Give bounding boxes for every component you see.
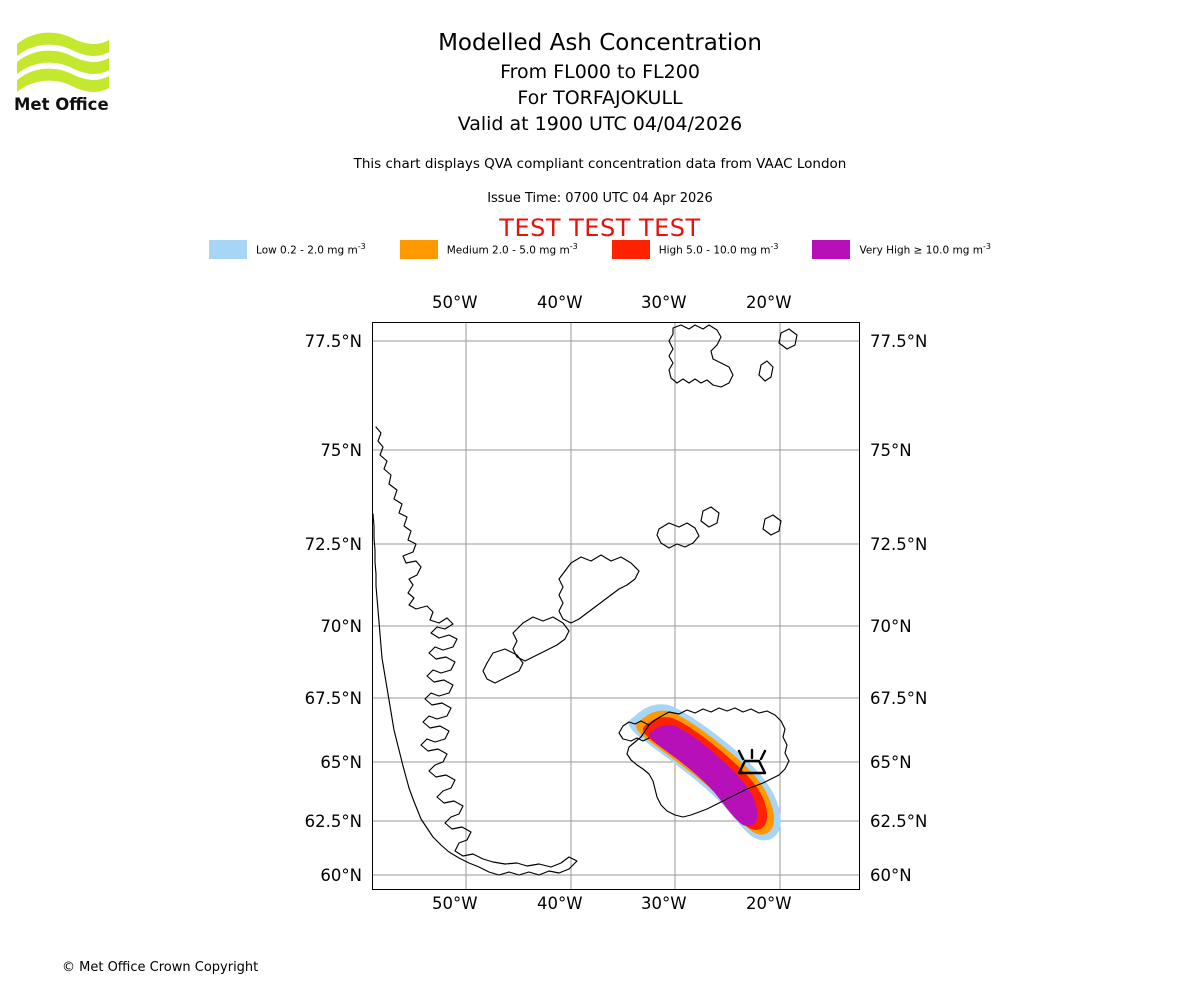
volcano-name: For TORFAJOKULL: [517, 87, 683, 109]
legend-high: High 5.0 - 10.0 mg m-3: [611, 240, 813, 259]
xtick-bottom-50w: 50°W: [432, 894, 478, 913]
ytick-left-77-5n: 77.5°N: [304, 332, 362, 351]
ytick-right-75n: 75°N: [870, 441, 912, 460]
map-frame: [372, 322, 860, 890]
test-watermark: TEST TEST TEST: [499, 214, 701, 242]
ash-concentration-map[interactable]: [372, 322, 860, 890]
legend-very-high: Very High ≥ 10.0 mg m-3: [812, 240, 991, 259]
coastline-southeast-land: [482, 648, 524, 684]
xtick-top-50w: 50°W: [432, 293, 478, 312]
coastline-greenland: [373, 426, 578, 876]
valid-time: Valid at 1900 UTC 04/04/2026: [457, 113, 743, 135]
logo-text: Met Office: [14, 95, 109, 112]
coastline-iceland: [626, 707, 790, 818]
ytick-left-72-5n: 72.5°N: [304, 535, 362, 554]
xtick-top-20w: 20°W: [746, 293, 792, 312]
copyright-notice: © Met Office Crown Copyright: [62, 960, 259, 975]
coastline-svalbard-island: [758, 360, 774, 382]
coastline-eastern-land-2: [512, 616, 570, 662]
xtick-bottom-40w: 40°W: [537, 894, 583, 913]
flight-level-range: From FL000 to FL200: [500, 61, 700, 83]
ytick-left-60n: 60°N: [320, 866, 362, 885]
legend-high-swatch: [611, 240, 650, 259]
ash-contour-very-high: [649, 724, 758, 827]
legend-medium-label: Medium 2.0 - 5.0 mg m-3: [446, 242, 578, 257]
map-gridlines: [373, 323, 859, 889]
legend-low: Low 0.2 - 2.0 mg m-3: [209, 240, 400, 259]
coastline-mid-features: [656, 522, 700, 549]
volcano-symbol: [737, 748, 767, 775]
coastline-nordaustlandet: [778, 328, 798, 350]
ytick-left-67-5n: 67.5°N: [304, 689, 362, 708]
ytick-right-77-5n: 77.5°N: [870, 332, 928, 351]
ash-plume-contours: [628, 704, 781, 841]
coastline-eastern-land: [558, 554, 640, 624]
legend-low-label: Low 0.2 - 2.0 mg m-3: [256, 242, 366, 257]
ytick-right-65n: 65°N: [870, 753, 912, 772]
xtick-bottom-30w: 30°W: [641, 894, 687, 913]
ytick-left-75n: 75°N: [320, 441, 362, 460]
legend-very-high-label: Very High ≥ 10.0 mg m-3: [859, 242, 991, 257]
coastline-jan-mayen: [700, 506, 720, 528]
qva-note: This chart displays QVA compliant concen…: [353, 156, 847, 172]
coastline-iceland-westfjords: [618, 720, 650, 742]
page-title: Modelled Ash Concentration: [438, 30, 762, 56]
map-coastlines: [373, 324, 798, 876]
logo-waves: [17, 32, 109, 92]
legend-medium: Medium 2.0 - 5.0 mg m-3: [399, 240, 612, 259]
legend-low-swatch: [209, 240, 248, 259]
ytick-right-60n: 60°N: [870, 866, 912, 885]
xtick-top-40w: 40°W: [537, 293, 583, 312]
coastline-bear-island: [762, 514, 782, 536]
ytick-right-72-5n: 72.5°N: [870, 535, 928, 554]
chart-title-block: Modelled Ash Concentration From FL000 to…: [0, 28, 1200, 137]
ytick-right-70n: 70°N: [870, 617, 912, 636]
ytick-right-67-5n: 67.5°N: [870, 689, 928, 708]
ytick-left-70n: 70°N: [320, 617, 362, 636]
ytick-right-62-5n: 62.5°N: [870, 812, 928, 831]
issue-time: Issue Time: 0700 UTC 04 Apr 2026: [487, 191, 713, 206]
ytick-left-62-5n: 62.5°N: [304, 812, 362, 831]
xtick-top-30w: 30°W: [641, 293, 687, 312]
met-office-logo: Met Office: [14, 22, 124, 112]
coastline-svalbard: [668, 324, 734, 388]
ytick-left-65n: 65°N: [320, 753, 362, 772]
legend-very-high-swatch: [812, 240, 851, 259]
legend-high-label: High 5.0 - 10.0 mg m-3: [658, 242, 779, 257]
legend-medium-swatch: [399, 240, 438, 259]
xtick-bottom-20w: 20°W: [746, 894, 792, 913]
concentration-legend: Low 0.2 - 2.0 mg m-3 Medium 2.0 - 5.0 mg…: [0, 240, 1200, 259]
